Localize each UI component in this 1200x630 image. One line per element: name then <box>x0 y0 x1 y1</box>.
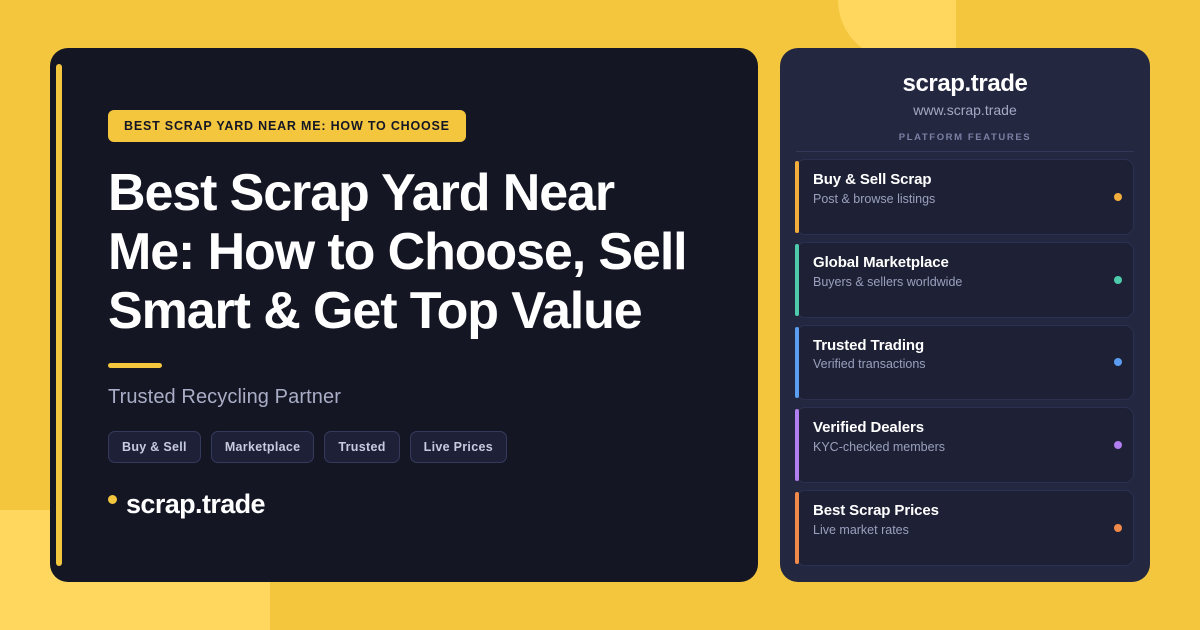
feature-status-dot-icon <box>1114 275 1122 284</box>
side-brand-url: www.scrap.trade <box>913 102 1017 118</box>
feature-title: Buy & Sell Scrap <box>813 171 932 188</box>
feature-title: Trusted Trading <box>813 336 925 354</box>
brand-logo: scrap.trade <box>108 489 700 520</box>
feature-list: Buy & Sell Scrap Post & browse listings … <box>795 159 1134 566</box>
feature-subtitle: Verified transactions <box>813 357 926 372</box>
feature-card-trusted-trading[interactable]: Trusted Trading Verified transactions <box>795 324 1134 401</box>
feature-status-dot-icon <box>1114 358 1122 367</box>
feature-subtitle: Live market rates <box>813 522 909 537</box>
feature-stripe-icon <box>795 492 799 564</box>
feature-stripe-icon <box>795 326 799 399</box>
feature-stripe-icon <box>795 409 799 482</box>
feature-card-best-scrap-prices[interactable]: Best Scrap Prices Live market rates <box>795 490 1134 566</box>
tag-live-prices[interactable]: Live Prices <box>409 431 507 464</box>
feature-status-dot-icon <box>1114 524 1122 533</box>
feature-status-dot-icon <box>1114 441 1122 450</box>
feature-title: Global Marketplace <box>813 253 949 271</box>
tag-marketplace[interactable]: Marketplace <box>210 431 315 464</box>
title-underline-rule <box>108 363 162 369</box>
feature-card-global-marketplace[interactable]: Global Marketplace Buyers & sellers worl… <box>795 241 1134 318</box>
card-accent-bar <box>56 64 62 566</box>
brand-name-label: scrap.trade <box>126 489 266 520</box>
feature-stripe-icon <box>795 161 799 233</box>
feature-card-verified-dealers[interactable]: Verified Dealers KYC-checked members <box>795 407 1134 484</box>
tag-list: Buy & Sell Marketplace Trusted Live Pric… <box>108 431 700 464</box>
tag-buy-sell[interactable]: Buy & Sell <box>108 431 201 464</box>
page-title: Best Scrap Yard Near Me: How to Choose, … <box>108 163 688 341</box>
feature-subtitle: Post & browse listings <box>813 191 936 206</box>
brand-dot-icon <box>108 495 117 505</box>
eyebrow-badge: BEST SCRAP YARD NEAR ME: HOW TO CHOOSE <box>108 109 466 142</box>
feature-card-buy-sell-scrap[interactable]: Buy & Sell Scrap Post & browse listings <box>795 159 1134 235</box>
feature-title: Best Scrap Prices <box>813 502 939 520</box>
side-section-label: PLATFORM FEATURES <box>796 132 1134 152</box>
feature-subtitle: Buyers & sellers worldwide <box>813 274 963 289</box>
feature-status-dot-icon <box>1114 192 1122 201</box>
features-side-panel: scrap.trade www.scrap.trade PLATFORM FEA… <box>780 48 1150 582</box>
main-content-card: BEST SCRAP YARD NEAR ME: HOW TO CHOOSE B… <box>50 48 758 582</box>
feature-title: Verified Dealers <box>813 419 924 437</box>
feature-stripe-icon <box>795 243 799 316</box>
side-panel-header: scrap.trade www.scrap.trade PLATFORM FEA… <box>796 70 1134 152</box>
side-brand-title: scrap.trade <box>902 70 1028 97</box>
tag-trusted[interactable]: Trusted <box>324 431 400 464</box>
subtitle: Trusted Recycling Partner <box>108 386 341 409</box>
feature-subtitle: KYC-checked members <box>813 440 945 455</box>
